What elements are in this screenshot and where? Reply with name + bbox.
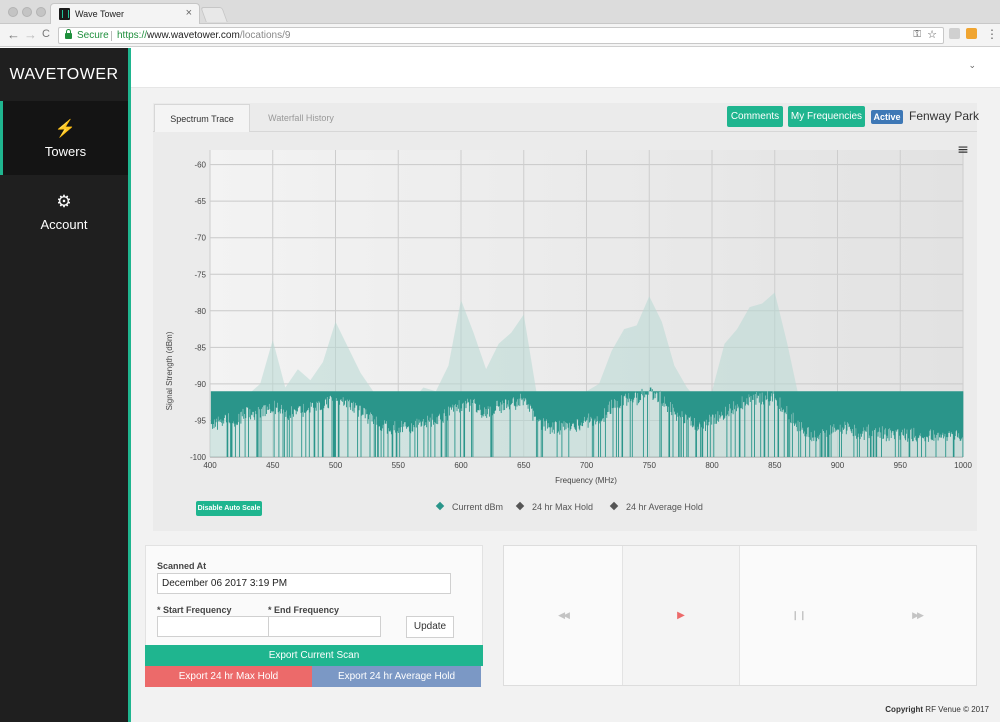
start-frequency-label: * Start Frequency xyxy=(157,605,232,615)
maximize-window-icon[interactable] xyxy=(36,7,46,17)
update-button[interactable]: Update xyxy=(406,616,454,638)
play-button[interactable]: ▶ xyxy=(622,546,740,685)
export-average-hold-button[interactable]: Export 24 hr Average Hold xyxy=(312,666,481,687)
extension-icon-orange[interactable] xyxy=(966,28,977,39)
new-tab-button[interactable] xyxy=(200,7,228,22)
browser-tab[interactable]: Wave Tower × xyxy=(50,3,200,24)
logo[interactable]: WAVETOWER xyxy=(9,66,119,83)
sidebar: WAVETOWER ⚡ Towers ⚙ Account xyxy=(0,48,128,722)
sidebar-item-label: Towers xyxy=(44,144,87,159)
x-tick-label: 850 xyxy=(768,461,782,470)
back-icon[interactable]: ← xyxy=(7,27,20,42)
current-dbm-trace xyxy=(210,387,964,457)
chart-menu-icon[interactable]: ≡ xyxy=(957,142,969,158)
x-tick-label: 700 xyxy=(580,461,594,470)
comments-button[interactable]: Comments xyxy=(727,106,783,127)
close-window-icon[interactable] xyxy=(8,7,18,17)
legend-max-hold[interactable]: 24 hr Max Hold xyxy=(515,501,593,512)
lock-icon xyxy=(65,29,72,39)
x-tick-label: 400 xyxy=(203,461,217,470)
minimize-window-icon[interactable] xyxy=(22,7,32,17)
y-axis-label: Signal Strength (dBm) xyxy=(165,331,174,410)
x-tick-label: 650 xyxy=(517,461,531,470)
end-frequency-label: * End Frequency xyxy=(268,605,340,615)
rewind-icon: ◀◀ xyxy=(558,610,570,620)
playback-controls xyxy=(503,545,977,686)
play-icon: ▶ xyxy=(677,610,685,621)
disable-auto-scale-button[interactable]: Disable Auto Scale xyxy=(196,501,262,516)
export-current-scan-button[interactable]: Export Current Scan xyxy=(145,645,483,666)
sidebar-item-towers[interactable]: ⚡ Towers xyxy=(0,101,128,175)
tab-spectrum-trace[interactable]: Spectrum Trace xyxy=(154,104,250,132)
start-frequency-input[interactable] xyxy=(157,616,269,637)
legend-diamond-icon xyxy=(515,501,525,511)
tab-waterfall-history[interactable]: Waterfall History xyxy=(268,113,334,123)
my-frequencies-button[interactable]: My Frequencies xyxy=(788,106,865,127)
y-tick-label: -70 xyxy=(194,234,206,243)
sidebar-item-label: Account xyxy=(40,217,88,232)
fast-forward-icon: ▶▶ xyxy=(912,610,924,620)
y-tick-label: -85 xyxy=(194,343,206,352)
rewind-button[interactable]: ◀◀ xyxy=(504,546,622,685)
fast-forward-button[interactable]: ▶▶ xyxy=(858,546,976,685)
y-tick-label: -75 xyxy=(194,270,206,279)
legend-diamond-icon xyxy=(609,501,619,511)
trace-bars xyxy=(210,387,964,457)
pause-button[interactable]: ❙❙ xyxy=(740,546,858,685)
legend-average-hold[interactable]: 24 hr Average Hold xyxy=(609,501,703,512)
x-tick-label: 750 xyxy=(643,461,657,470)
y-tick-label: -95 xyxy=(194,416,206,425)
bookmark-star-icon[interactable]: ☆ xyxy=(927,29,937,41)
location-name: Fenway Park xyxy=(909,109,980,123)
tab-close-icon[interactable]: × xyxy=(185,7,192,19)
y-axis-ticks: -60 -65 -70 -75 -80 -85 -90 -95 -100 xyxy=(190,161,207,462)
extension-icon[interactable] xyxy=(949,28,960,39)
y-tick-label: -90 xyxy=(194,380,206,389)
tab-divider xyxy=(153,131,977,132)
sidebar-item-account[interactable]: ⚙ Account xyxy=(0,175,128,249)
y-tick-label: -80 xyxy=(194,307,206,316)
status-badge: Active xyxy=(871,110,903,124)
x-axis-label: Frequency (MHz) xyxy=(555,476,617,485)
browser-tabstrip: Wave Tower × xyxy=(0,0,1000,24)
reload-icon[interactable]: C xyxy=(42,28,50,40)
pause-icon: ❙❙ xyxy=(791,610,807,620)
legend-diamond-icon xyxy=(435,501,445,511)
chevron-down-icon[interactable]: ⌄ xyxy=(968,60,976,70)
key-icon[interactable]: ⚿ xyxy=(913,29,921,40)
top-header: ⌄ xyxy=(131,48,1000,88)
x-tick-label: 800 xyxy=(705,461,719,470)
gear-icon: ⚙ xyxy=(56,192,72,211)
x-tick-label: 550 xyxy=(392,461,406,470)
x-tick-label: 950 xyxy=(894,461,908,470)
url-text[interactable]: https://www.wavetower.com/locations/9 xyxy=(117,30,291,41)
forward-icon[interactable]: → xyxy=(24,27,37,42)
y-tick-label: -65 xyxy=(194,197,206,206)
lightning-icon: ⚡ xyxy=(54,119,77,138)
browser-menu-icon[interactable]: ⋮ xyxy=(986,27,998,41)
scanned-at-field[interactable]: December 06 2017 3:19 PM xyxy=(157,573,451,594)
spectrum-chart: -60 -65 -70 -75 -80 -85 -90 -95 -100 400 450 500 55… xyxy=(165,142,972,485)
secure-label: Secure xyxy=(77,30,109,41)
address-bar[interactable]: Secure https://www.wavetower.com/locatio… xyxy=(58,27,944,44)
x-tick-label: 900 xyxy=(831,461,845,470)
favicon-icon xyxy=(59,8,70,20)
legend-current[interactable]: Current dBm xyxy=(435,501,503,512)
x-tick-label: 600 xyxy=(454,461,468,470)
omnibox-divider xyxy=(111,31,112,41)
browser-toolbar: ← → C Secure https://www.wavetower.com/l… xyxy=(0,24,1000,47)
sidebar-accent-border xyxy=(128,48,131,722)
end-frequency-input[interactable] xyxy=(268,616,381,637)
scanned-at-label: Scanned At xyxy=(157,561,207,571)
y-tick-label: -100 xyxy=(190,453,207,462)
x-axis-ticks: 400 450 500 550 600 650 700 750 800 850 900 950 1000 xyxy=(203,461,972,470)
footer-copyright: Copyright RF Venue © 2017 xyxy=(885,705,989,714)
x-tick-label: 500 xyxy=(329,461,343,470)
x-tick-label: 1000 xyxy=(954,461,972,470)
y-tick-label: -60 xyxy=(194,161,206,170)
export-max-hold-button[interactable]: Export 24 hr Max Hold xyxy=(145,666,312,687)
tab-title: Wave Tower xyxy=(75,9,125,19)
x-tick-label: 450 xyxy=(266,461,280,470)
